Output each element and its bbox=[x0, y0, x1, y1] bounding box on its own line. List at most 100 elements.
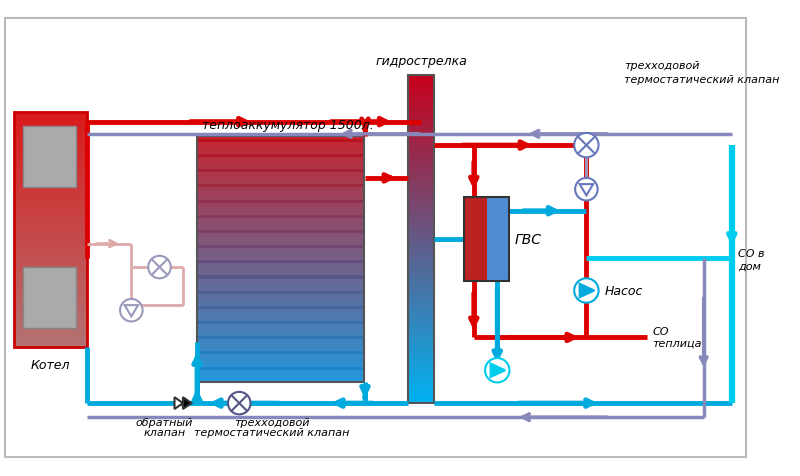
Bar bbox=[487, 197, 510, 281]
Bar bbox=[14, 212, 87, 213]
Bar bbox=[197, 195, 364, 196]
Bar bbox=[408, 393, 434, 394]
Bar bbox=[408, 130, 434, 131]
Bar bbox=[14, 215, 87, 216]
Circle shape bbox=[575, 178, 598, 201]
Bar bbox=[197, 270, 364, 271]
Bar bbox=[14, 317, 87, 318]
Bar bbox=[197, 177, 364, 178]
Bar bbox=[14, 218, 87, 219]
Bar bbox=[197, 334, 364, 335]
Bar bbox=[14, 121, 87, 122]
Bar bbox=[197, 352, 364, 353]
Bar bbox=[197, 149, 364, 150]
Bar bbox=[408, 248, 434, 249]
Bar bbox=[197, 164, 364, 165]
Bar bbox=[408, 123, 434, 124]
Bar bbox=[197, 230, 364, 231]
Bar bbox=[197, 228, 364, 229]
Bar bbox=[408, 280, 434, 282]
Bar bbox=[408, 156, 434, 157]
Bar bbox=[14, 113, 87, 114]
Bar bbox=[408, 315, 434, 317]
Bar bbox=[408, 207, 434, 208]
Bar bbox=[197, 333, 364, 334]
Bar bbox=[197, 347, 364, 348]
Bar bbox=[197, 289, 364, 290]
Bar bbox=[408, 153, 434, 154]
Bar bbox=[197, 261, 364, 262]
Bar bbox=[408, 355, 434, 356]
Bar bbox=[408, 325, 434, 326]
Bar bbox=[14, 331, 87, 332]
Bar bbox=[14, 211, 87, 212]
Bar bbox=[14, 332, 87, 333]
Bar bbox=[408, 338, 434, 340]
Bar bbox=[408, 128, 434, 129]
Bar bbox=[14, 120, 87, 122]
Circle shape bbox=[574, 134, 598, 158]
Bar bbox=[408, 291, 434, 292]
Bar bbox=[14, 324, 87, 325]
Bar bbox=[14, 207, 87, 208]
Bar bbox=[14, 279, 87, 280]
Bar bbox=[197, 309, 364, 310]
Bar bbox=[408, 368, 434, 370]
Bar bbox=[408, 212, 434, 213]
Bar bbox=[408, 134, 434, 135]
Bar bbox=[14, 339, 87, 341]
Bar bbox=[14, 336, 87, 337]
Bar bbox=[408, 122, 434, 123]
Bar bbox=[197, 160, 364, 161]
Bar bbox=[408, 278, 434, 279]
Bar bbox=[197, 367, 364, 368]
Bar bbox=[408, 133, 434, 134]
Bar bbox=[14, 295, 87, 296]
Bar bbox=[408, 234, 434, 235]
Bar bbox=[197, 287, 364, 288]
Bar bbox=[197, 364, 364, 365]
Bar bbox=[14, 133, 87, 134]
Bar bbox=[197, 210, 364, 211]
Bar bbox=[197, 233, 364, 234]
Bar bbox=[408, 178, 434, 179]
Bar bbox=[197, 205, 364, 206]
Bar bbox=[408, 233, 434, 234]
Bar bbox=[408, 351, 434, 352]
Bar bbox=[408, 318, 434, 319]
Bar bbox=[14, 124, 87, 125]
Bar bbox=[14, 248, 87, 249]
Bar bbox=[408, 259, 434, 260]
Bar bbox=[408, 104, 434, 105]
Bar bbox=[14, 259, 87, 260]
Bar bbox=[14, 164, 87, 165]
Bar bbox=[197, 251, 364, 252]
Bar bbox=[14, 262, 87, 263]
Bar bbox=[14, 258, 87, 259]
Bar bbox=[14, 318, 87, 319]
Bar bbox=[197, 248, 364, 249]
Bar bbox=[14, 261, 87, 262]
Bar bbox=[14, 333, 87, 334]
Bar bbox=[197, 323, 364, 324]
Bar bbox=[408, 362, 434, 363]
Bar bbox=[408, 181, 434, 182]
Bar bbox=[408, 141, 434, 142]
Bar bbox=[408, 373, 434, 375]
Bar bbox=[408, 148, 434, 149]
Bar bbox=[14, 167, 87, 169]
Bar bbox=[14, 157, 87, 158]
Bar bbox=[14, 155, 87, 156]
Bar bbox=[197, 273, 364, 274]
Bar bbox=[197, 182, 364, 183]
Bar bbox=[197, 147, 364, 148]
Bar bbox=[408, 193, 434, 194]
Bar bbox=[408, 147, 434, 148]
Bar bbox=[408, 157, 434, 158]
Bar bbox=[197, 359, 364, 360]
Text: Насос: Насос bbox=[605, 285, 643, 298]
Bar bbox=[408, 167, 434, 169]
Bar bbox=[408, 96, 434, 97]
Bar bbox=[408, 288, 434, 289]
Bar bbox=[197, 301, 364, 302]
